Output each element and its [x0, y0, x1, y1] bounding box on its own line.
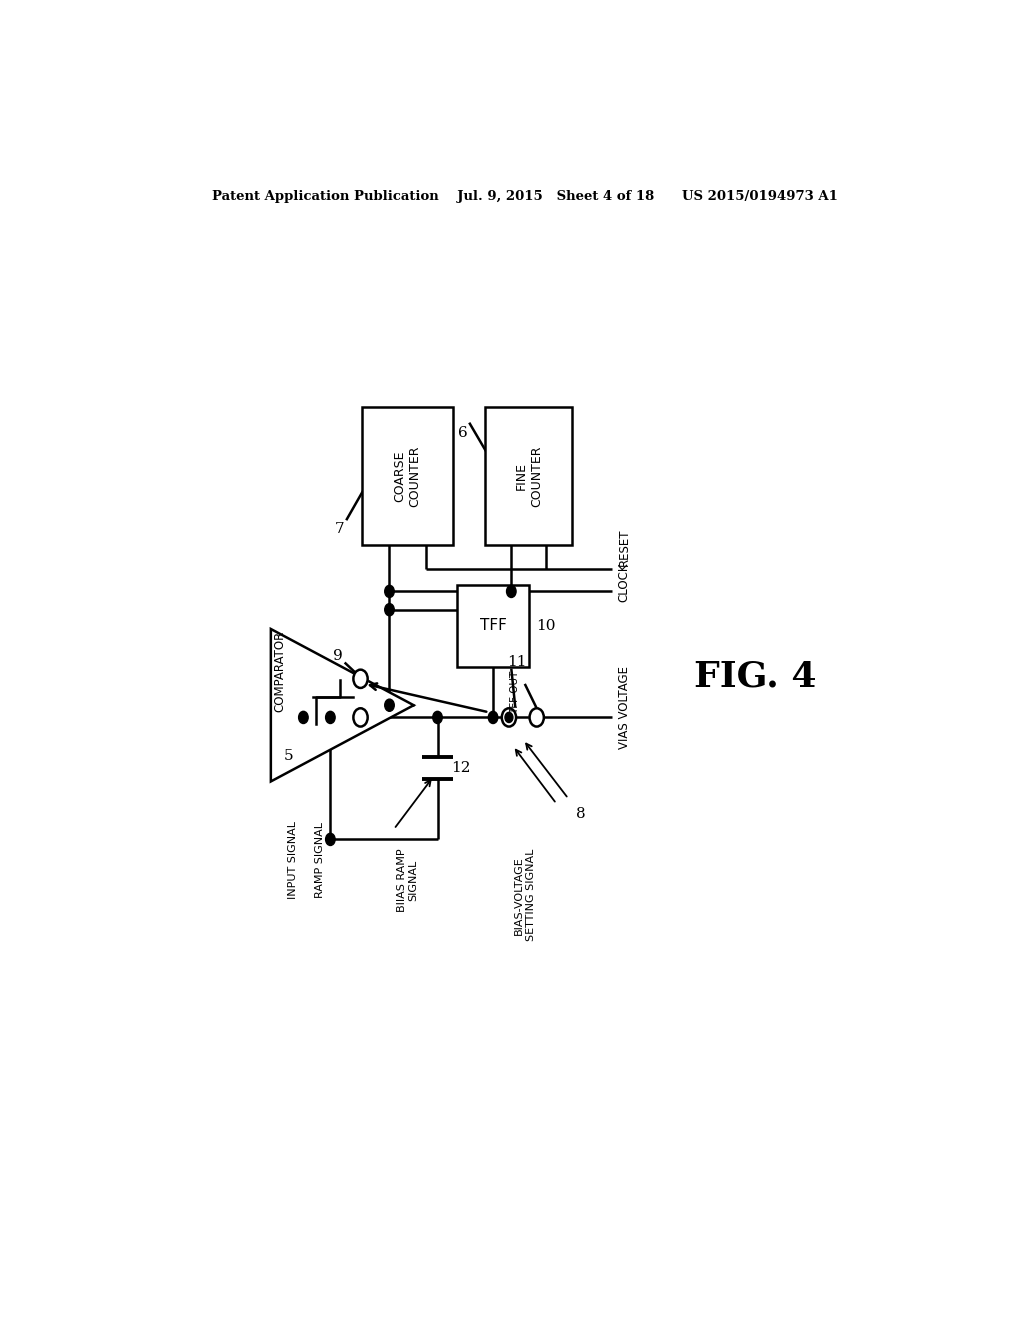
- Circle shape: [353, 669, 368, 688]
- Circle shape: [433, 711, 442, 723]
- Circle shape: [529, 709, 544, 726]
- Text: BIAS-VOLTAGE
SETTING SIGNAL: BIAS-VOLTAGE SETTING SIGNAL: [514, 849, 536, 941]
- Text: 6: 6: [458, 426, 468, 440]
- Circle shape: [385, 585, 394, 598]
- Text: 7: 7: [335, 523, 345, 536]
- Text: 8: 8: [575, 807, 585, 821]
- Text: 10: 10: [537, 619, 556, 634]
- Bar: [362, 408, 454, 545]
- Text: 9: 9: [334, 649, 343, 664]
- Bar: [458, 585, 528, 667]
- Circle shape: [507, 585, 516, 598]
- Text: Patent Application Publication    Jul. 9, 2015   Sheet 4 of 18      US 2015/0194: Patent Application Publication Jul. 9, 2…: [212, 190, 838, 202]
- Text: COARSE
COUNTER: COARSE COUNTER: [394, 445, 422, 507]
- Circle shape: [505, 713, 513, 722]
- Text: RESET: RESET: [617, 529, 631, 566]
- Text: FIG. 4: FIG. 4: [693, 660, 816, 694]
- Text: VIAS VOLTAGE: VIAS VOLTAGE: [617, 665, 631, 748]
- Text: INPUT SIGNAL: INPUT SIGNAL: [288, 821, 298, 899]
- Polygon shape: [270, 630, 414, 781]
- Text: CLOCK: CLOCK: [617, 562, 631, 602]
- Circle shape: [353, 709, 368, 726]
- Text: 12: 12: [452, 762, 471, 775]
- Text: 11: 11: [507, 655, 526, 668]
- Circle shape: [326, 833, 335, 846]
- Circle shape: [502, 709, 516, 726]
- Text: BIIAS RAMP
SIGNAL: BIIAS RAMP SIGNAL: [396, 849, 418, 912]
- Circle shape: [326, 711, 335, 723]
- Circle shape: [385, 603, 394, 616]
- Text: COMPARATOR: COMPARATOR: [273, 631, 287, 713]
- Text: RAMP SIGNAL: RAMP SIGNAL: [315, 822, 325, 898]
- Text: TFF: TFF: [479, 619, 507, 634]
- Text: FINE
COUNTER: FINE COUNTER: [515, 445, 543, 507]
- Circle shape: [488, 711, 498, 723]
- Text: 5: 5: [284, 748, 293, 763]
- Circle shape: [385, 700, 394, 711]
- Circle shape: [299, 711, 308, 723]
- Bar: [485, 408, 572, 545]
- Text: TFF OUT: TFF OUT: [510, 671, 520, 714]
